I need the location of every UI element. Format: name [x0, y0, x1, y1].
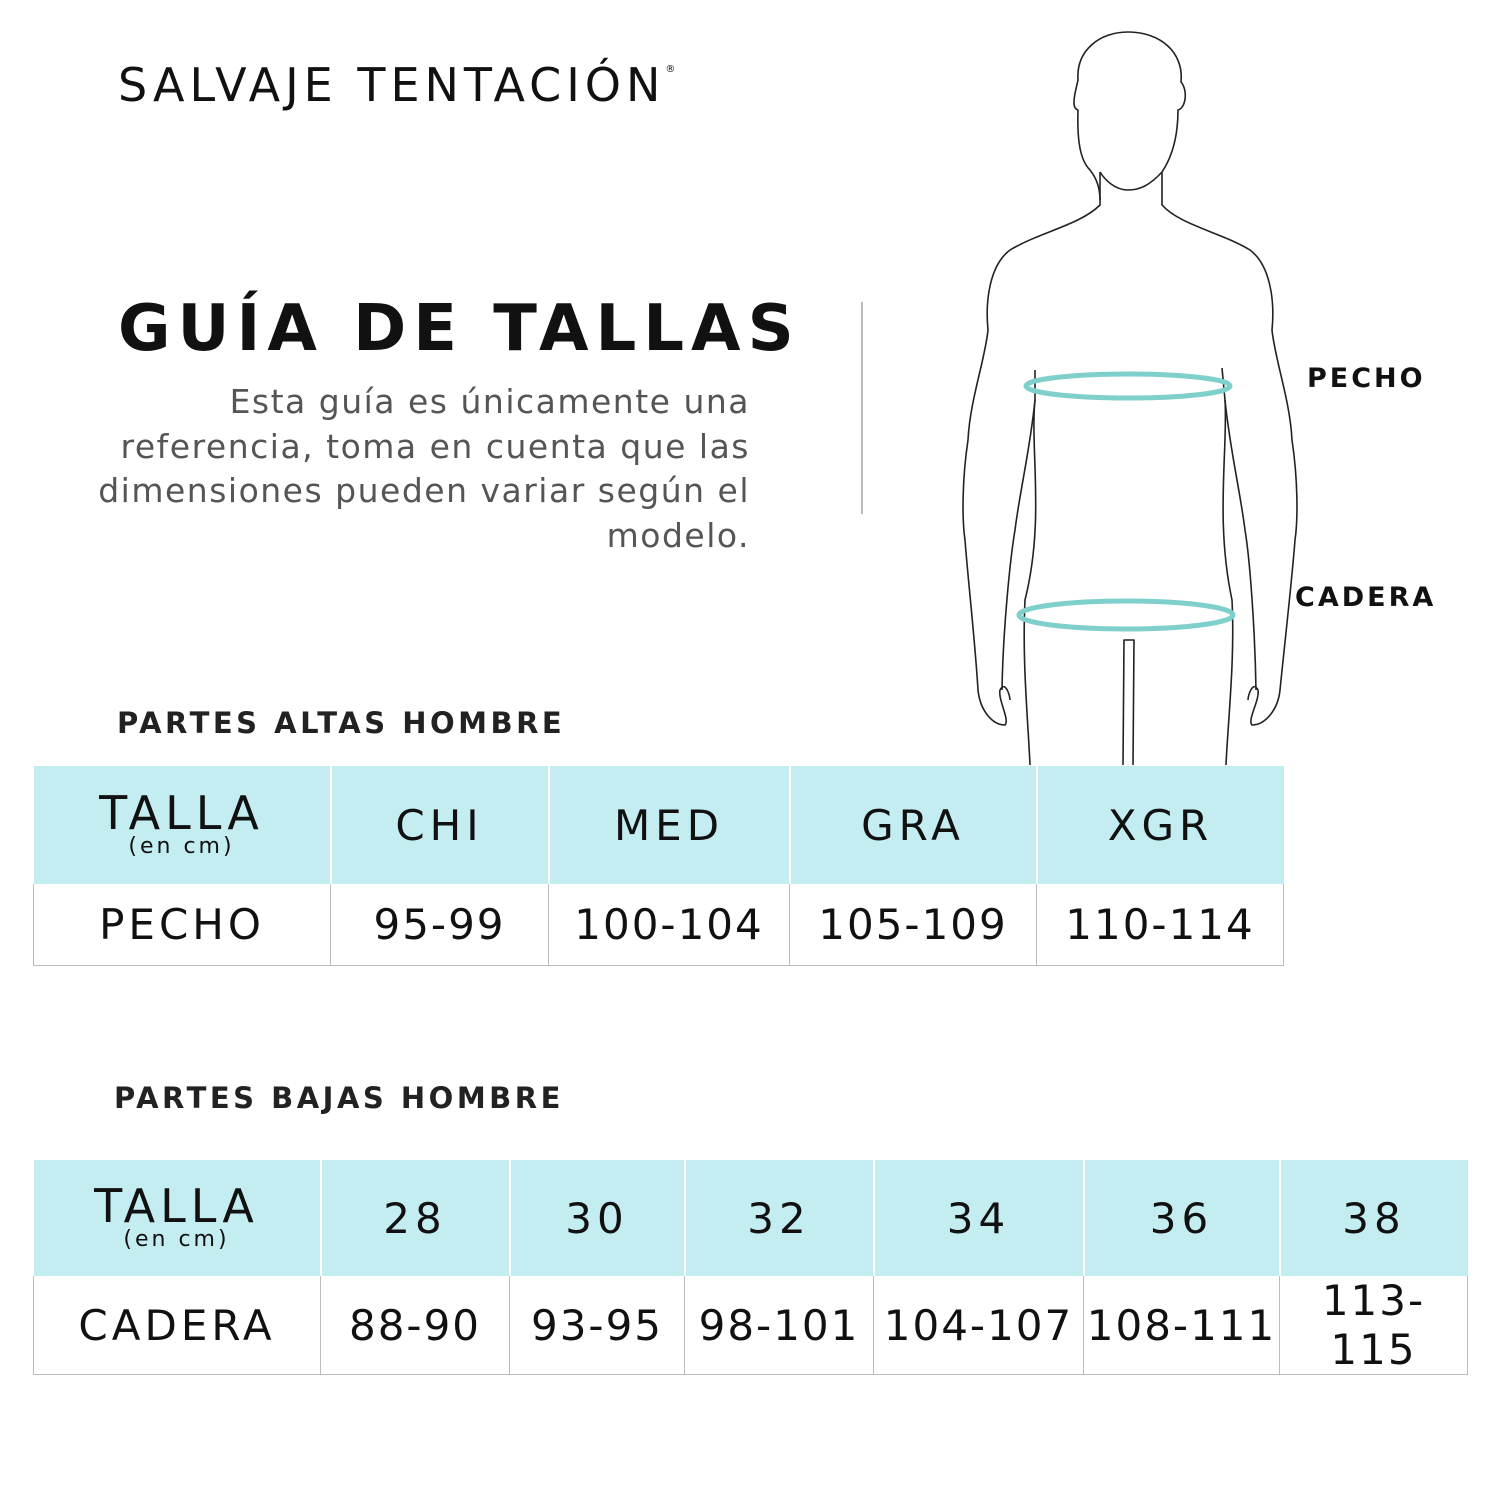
bottoms-section-title: PARTES BAJAS HOMBRE [114, 1081, 564, 1115]
size-header: 30 [509, 1160, 686, 1276]
row-label: PECHO [33, 884, 331, 966]
talla-label: TALLA [94, 1179, 259, 1233]
legs-outline [1023, 399, 1234, 766]
value-cell: 110-114 [1036, 884, 1284, 966]
row-label: CADERA [33, 1276, 321, 1375]
table-header-row: TALLA (en cm) CHI MED GRA XGR [33, 766, 1284, 884]
value-cell: 98-101 [684, 1276, 874, 1375]
value-cell: 104-107 [873, 1276, 1084, 1375]
value-cell: 105-109 [789, 884, 1037, 966]
hip-ring [1016, 598, 1236, 632]
size-header: CHI [330, 766, 550, 884]
page-title: GUÍA DE TALLAS [118, 292, 801, 366]
head-outline [1073, 31, 1187, 201]
hip-label: CADERA [1295, 582, 1437, 613]
table-header-row: TALLA (en cm) 28 30 32 34 36 38 [33, 1160, 1468, 1276]
size-header: 36 [1083, 1160, 1281, 1276]
value-cell: 100-104 [548, 884, 790, 966]
unit-label: (en cm) [128, 834, 235, 859]
value-cell: 88-90 [320, 1276, 510, 1375]
chest-ring [1023, 371, 1233, 401]
tops-section-title: PARTES ALTAS HOMBRE [117, 706, 566, 740]
talla-label: TALLA [99, 786, 264, 840]
registered-mark: ® [665, 64, 676, 75]
size-header: 28 [320, 1160, 511, 1276]
table-row: PECHO 95-99 100-104 105-109 110-114 [33, 884, 1284, 966]
unit-label: (en cm) [123, 1227, 230, 1252]
body-outline-icon [962, 31, 1298, 766]
value-cell: 113-115 [1279, 1276, 1468, 1375]
divider [861, 302, 863, 514]
description: Esta guía es únicamente una referencia, … [98, 382, 750, 555]
size-header: MED [548, 766, 791, 884]
tops-size-table: TALLA (en cm) CHI MED GRA XGR PECHO 95-99… [33, 766, 1284, 966]
chest-label: PECHO [1307, 363, 1426, 394]
size-header: XGR [1036, 766, 1284, 884]
size-header: 34 [873, 1160, 1085, 1276]
bottoms-size-table: TALLA (en cm) 28 30 32 34 36 38 CADERA 88… [33, 1160, 1468, 1375]
size-header: 38 [1279, 1160, 1468, 1276]
table-row: CADERA 88-90 93-95 98-101 104-107 108-11… [33, 1276, 1468, 1375]
torso-outline [962, 172, 1298, 726]
header-cell-talla: TALLA (en cm) [33, 766, 332, 884]
size-header: GRA [789, 766, 1038, 884]
value-cell: 93-95 [509, 1276, 685, 1375]
value-cell: 108-111 [1083, 1276, 1280, 1375]
brand-name: SALVAJE TENTACIÓN [118, 58, 666, 112]
size-header: 32 [684, 1160, 875, 1276]
header-cell-talla: TALLA (en cm) [33, 1160, 322, 1276]
value-cell: 95-99 [330, 884, 549, 966]
brand-logo: SALVAJE TENTACIÓN® [118, 58, 675, 112]
